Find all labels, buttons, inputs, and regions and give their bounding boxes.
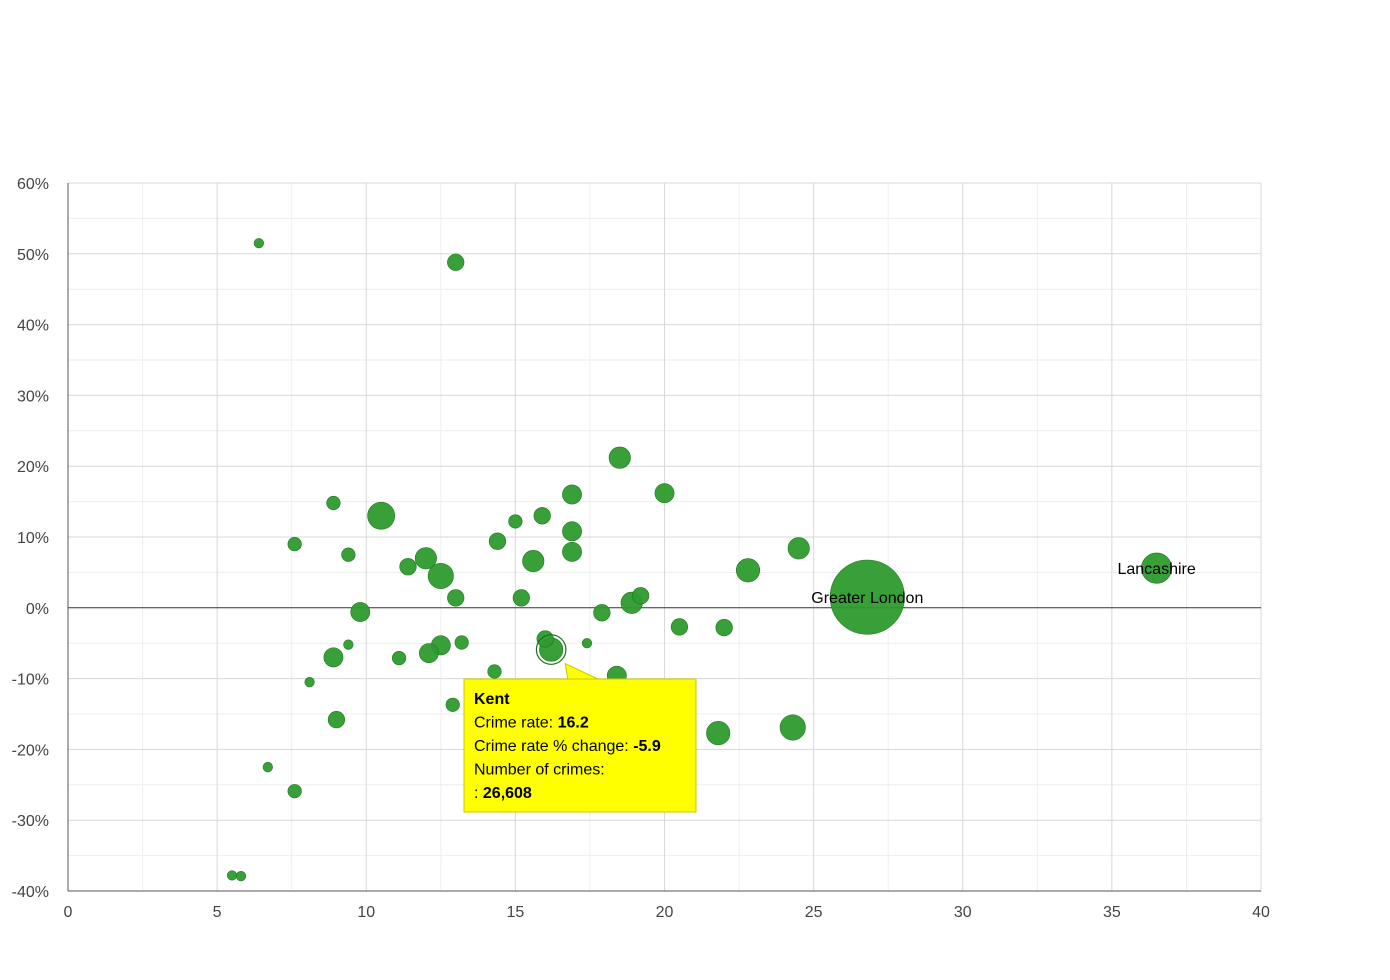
tooltip-change-value: -5.9 — [633, 738, 661, 755]
x-tick-label: 20 — [656, 904, 674, 921]
bubble-point[interactable] — [632, 587, 650, 605]
bubble-label: Lancashire — [1117, 561, 1195, 578]
x-tick-label: 30 — [954, 904, 972, 921]
y-tick-label: -20% — [12, 742, 49, 759]
bubble-point[interactable] — [253, 238, 264, 249]
bubble-point[interactable] — [593, 604, 611, 622]
bubble-point[interactable] — [287, 784, 302, 799]
bubble-point[interactable] — [706, 721, 731, 746]
tooltip-pointer — [564, 662, 601, 681]
bubble-point[interactable] — [508, 514, 523, 529]
bubble-point[interactable] — [367, 501, 396, 530]
bubble-point[interactable] — [488, 532, 507, 550]
bubble-point[interactable] — [418, 643, 439, 664]
bubble-point[interactable] — [414, 547, 437, 570]
x-tick-label: 15 — [506, 904, 524, 921]
y-tick-label: 0% — [26, 601, 49, 618]
x-tick-label: 0 — [64, 904, 73, 921]
bubble-point[interactable] — [304, 677, 315, 688]
bubble-point[interactable] — [226, 870, 238, 881]
tooltip-rate: Crime rate: 16.2 — [474, 715, 589, 732]
x-tick-label: 10 — [357, 904, 375, 921]
y-tick-label: 40% — [17, 318, 49, 335]
bubble-point[interactable] — [1141, 552, 1173, 584]
y-tick-label: -10% — [12, 672, 49, 689]
x-tick-label: 5 — [213, 904, 222, 921]
bubble-point[interactable] — [350, 602, 371, 622]
bubble-point[interactable] — [735, 558, 761, 583]
bubble-point[interactable] — [581, 638, 593, 649]
bubble-point[interactable] — [512, 589, 530, 607]
y-tick-label: 60% — [17, 176, 49, 193]
bubble-point[interactable] — [327, 711, 346, 729]
tooltip-box — [463, 678, 697, 813]
highlight-ring — [535, 634, 567, 665]
bubble-point[interactable] — [343, 639, 354, 650]
bubble-point[interactable] — [670, 618, 689, 636]
bubble-point[interactable] — [447, 589, 465, 607]
bubble-point[interactable] — [715, 619, 733, 637]
axes: 0 5 10 15 20 25 30 35 40 60% 50% 40% 30% 20% 10% 0% -10%… — [12, 176, 1270, 921]
tooltip-change-label: Crime rate % change: — [474, 738, 633, 755]
bubble-point[interactable] — [341, 547, 356, 562]
tooltip-count-value: 26,608 — [483, 785, 532, 802]
x-tick-label: 25 — [805, 904, 823, 921]
bubble-point[interactable] — [454, 635, 469, 650]
y-tick-label: 50% — [17, 247, 49, 264]
x-tick-label: 40 — [1252, 904, 1270, 921]
bubbles — [226, 238, 1173, 882]
bubble-point[interactable] — [787, 537, 810, 560]
bubble-point[interactable] — [287, 536, 302, 552]
tooltip-count-label: Number of crimes: — [474, 762, 605, 779]
bubble-point[interactable] — [326, 495, 341, 511]
bubble-point[interactable] — [608, 446, 631, 469]
y-tick-label: 10% — [17, 530, 49, 547]
tooltip-change: Crime rate % change: -5.9 — [474, 738, 661, 755]
tooltip-title: Kent — [474, 691, 510, 708]
bubble-point[interactable] — [779, 714, 806, 741]
tooltip-rate-label: Crime rate: — [474, 715, 558, 732]
bubble-point[interactable] — [536, 630, 554, 648]
bubble-point[interactable] — [562, 541, 582, 562]
bubble-point[interactable] — [522, 550, 545, 573]
bubble-point[interactable] — [323, 647, 344, 668]
bubble-point[interactable] — [235, 871, 247, 882]
bubble-point[interactable] — [262, 761, 273, 773]
bubble-point[interactable] — [829, 559, 905, 635]
tooltip-count: : 26,608 — [474, 785, 532, 802]
bubble-point[interactable] — [445, 697, 460, 712]
tooltip-rate-value: 16.2 — [558, 715, 589, 732]
tooltip-count-prefix: : — [474, 785, 483, 802]
y-tick-label: -30% — [12, 813, 49, 830]
x-tick-label: 35 — [1103, 904, 1121, 921]
bubble-point[interactable] — [447, 253, 465, 271]
bubble-point[interactable] — [533, 507, 551, 525]
tooltip: Kent Crime rate: 16.2 Crime rate % chang… — [463, 662, 697, 813]
bubble-point[interactable] — [427, 562, 454, 589]
bubble-labels: Greater London Lancashire — [811, 561, 1196, 607]
bubble-point[interactable] — [391, 650, 407, 666]
bubble-point[interactable] — [487, 664, 502, 679]
bubble-point[interactable] — [399, 558, 417, 576]
y-tick-label: 30% — [17, 388, 49, 405]
y-tick-label: -40% — [12, 884, 49, 901]
y-tick-label: 20% — [17, 459, 49, 476]
bubble-point[interactable] — [562, 484, 582, 505]
bubble-point[interactable] — [654, 483, 675, 504]
bubble-point[interactable] — [562, 521, 582, 542]
bubble-label: Greater London — [811, 590, 923, 607]
